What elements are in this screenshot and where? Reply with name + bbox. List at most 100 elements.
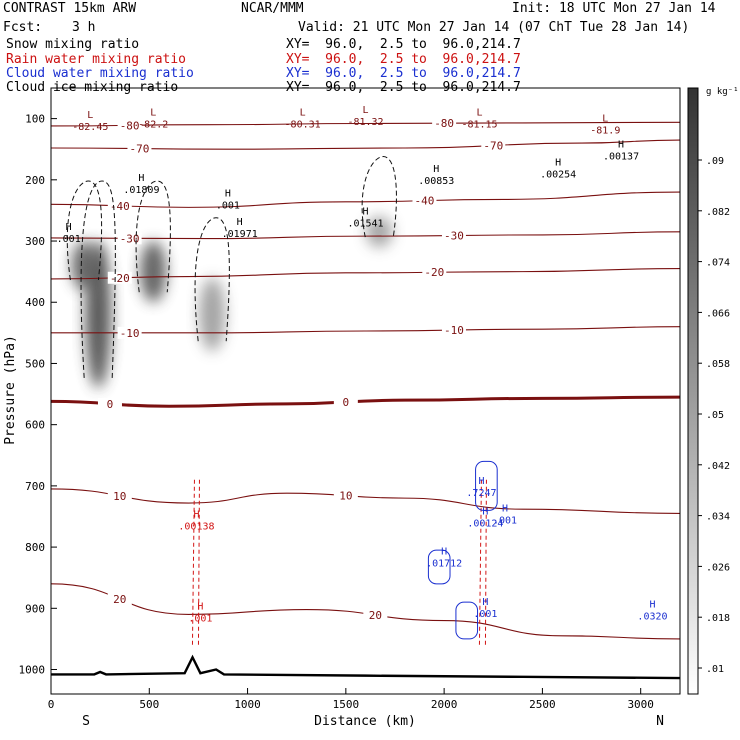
extremum-value-7: .00254 <box>540 170 576 181</box>
temperature-label-bg <box>441 229 466 242</box>
temperature-label-bg <box>363 609 388 622</box>
extremum-kind-1: L <box>150 108 156 119</box>
temperature-contour--10 <box>51 326 681 334</box>
extremum-kind-9: H <box>138 173 144 184</box>
endpoint-south: S <box>82 714 90 729</box>
snow-shading-2 <box>140 241 167 303</box>
temperature-label-bg <box>127 142 152 155</box>
temperature-label-bg <box>412 194 437 207</box>
x-tick-label-1500: 1500 <box>333 698 360 711</box>
extremum-value-5: -81.9 <box>590 126 620 137</box>
y-tick-label-1000: 1000 <box>19 664 46 677</box>
temperature-label-bg <box>107 271 132 284</box>
temperature-label-bg <box>333 489 358 502</box>
x-tick-label-1000: 1000 <box>234 698 261 711</box>
extremum-kind-2: L <box>300 108 306 119</box>
extremum-value-1: -82.2 <box>138 120 168 131</box>
x-tick-label-3000: 3000 <box>627 698 654 711</box>
extremum-kind-21: H <box>649 600 655 611</box>
extremum-value-2: -80.31 <box>285 120 321 131</box>
field-xy-snow: XY= 96.0, 2.5 to 96.0,214.7 <box>286 37 521 52</box>
snow-shading-1 <box>85 241 112 388</box>
extremum-value-6: .00137 <box>603 151 639 162</box>
temperature-label-10-0: 10 <box>113 490 126 503</box>
cloud-ice-contour-3 <box>194 217 230 342</box>
extremum-kind-16: H <box>482 507 488 518</box>
cloud-ice-contour-1 <box>80 180 116 378</box>
extremum-value-10: .001 <box>57 234 81 245</box>
terrain-line <box>51 654 681 680</box>
snow-shading-3 <box>199 277 226 352</box>
cloud-water-contour-2 <box>455 601 479 640</box>
y-tick-label-400: 400 <box>25 296 45 309</box>
y-tick-label-600: 600 <box>25 419 45 432</box>
x-tick-label-0: 0 <box>48 698 55 711</box>
temperature-contour--30 <box>50 231 681 240</box>
extremum-value-21: .0320 <box>637 612 667 623</box>
extremum-value-9: .01809 <box>123 185 159 196</box>
extremum-kind-7: H <box>555 158 561 169</box>
extremum-kind-11: H <box>225 188 231 199</box>
extremum-kind-12: H <box>237 217 243 228</box>
y-tick-label-500: 500 <box>25 357 45 370</box>
colorbar-unit: g kg⁻¹ <box>706 87 739 97</box>
y-tick-label-800: 800 <box>25 541 45 554</box>
temperature-label-20-0: 20 <box>113 593 126 606</box>
temperature-contour-10 <box>50 488 681 514</box>
temperature-contour--70 <box>50 139 681 150</box>
cloud-ice-contour-4 <box>361 156 397 238</box>
extremum-kind-5: L <box>602 114 608 125</box>
extremum-value-17: .001 <box>493 516 517 527</box>
org-label: NCAR/MMM <box>241 1 304 16</box>
extremum-value-18: .01712 <box>426 558 462 569</box>
temperature-label--10-0: -10 <box>120 327 140 340</box>
y-tick-label-200: 200 <box>25 174 45 187</box>
temperature-contour-0 <box>50 395 681 408</box>
extremum-value-3: -81.32 <box>347 117 383 128</box>
field-xy-rain: XY= 96.0, 2.5 to 96.0,214.7 <box>286 52 521 67</box>
extremum-kind-15: H <box>478 476 484 487</box>
extremum-kind-0: L <box>87 110 93 121</box>
colorbar-label-6: .042 <box>706 461 730 472</box>
endpoint-north: N <box>656 714 664 729</box>
extremum-kind-19: H <box>482 597 488 608</box>
x-axis-label: Distance (km) <box>314 714 416 729</box>
rain-contour-1 <box>478 479 487 646</box>
extremum-kind-14: H <box>193 510 199 521</box>
extremum-value-13: .01541 <box>347 219 383 230</box>
temperature-label--20-1: -20 <box>424 266 444 279</box>
extremum-kind-10: H <box>66 222 72 233</box>
temperature-contour--20 <box>50 268 681 280</box>
temperature-label--20-0: -20 <box>110 272 130 285</box>
extremum-kind-8: H <box>433 164 439 175</box>
colorbar-label-0: .09 <box>706 156 724 167</box>
temperature-label--80-1: -80 <box>434 117 454 130</box>
cloud-ice-contour-0 <box>66 180 103 281</box>
extremum-value-16: .00124 <box>467 519 503 530</box>
y-axis-label: Pressure (hPa) <box>3 335 18 445</box>
field-xy-cloud-water: XY= 96.0, 2.5 to 96.0,214.7 <box>286 66 521 81</box>
extremum-value-20: .001 <box>188 613 212 624</box>
temperature-label-20-1: 20 <box>369 609 382 622</box>
colorbar <box>687 87 699 695</box>
x-tick-label-2500: 2500 <box>529 698 556 711</box>
temperature-label-0-0: 0 <box>107 398 114 411</box>
colorbar-label-3: .066 <box>706 308 730 319</box>
colorbar-label-10: .01 <box>706 664 724 675</box>
extremum-kind-3: L <box>362 105 368 116</box>
x-tick-label-500: 500 <box>139 698 159 711</box>
extremum-kind-13: H <box>362 207 368 218</box>
extremum-kind-6: H <box>618 139 624 150</box>
extremum-kind-18: H <box>441 546 447 557</box>
temperature-label-bg <box>481 139 506 152</box>
colorbar-label-2: .074 <box>706 258 730 269</box>
temperature-label-bg <box>432 117 457 130</box>
extremum-value-15: .7247 <box>466 488 496 499</box>
extremum-value-4: -81.15 <box>461 120 497 131</box>
temperature-label--70-0: -70 <box>130 143 150 156</box>
temperature-contour--40 <box>50 191 681 208</box>
temperature-label--10-1: -10 <box>444 324 464 337</box>
temperature-label-bg <box>333 396 358 409</box>
cloud-ice-contour-2 <box>135 180 171 293</box>
